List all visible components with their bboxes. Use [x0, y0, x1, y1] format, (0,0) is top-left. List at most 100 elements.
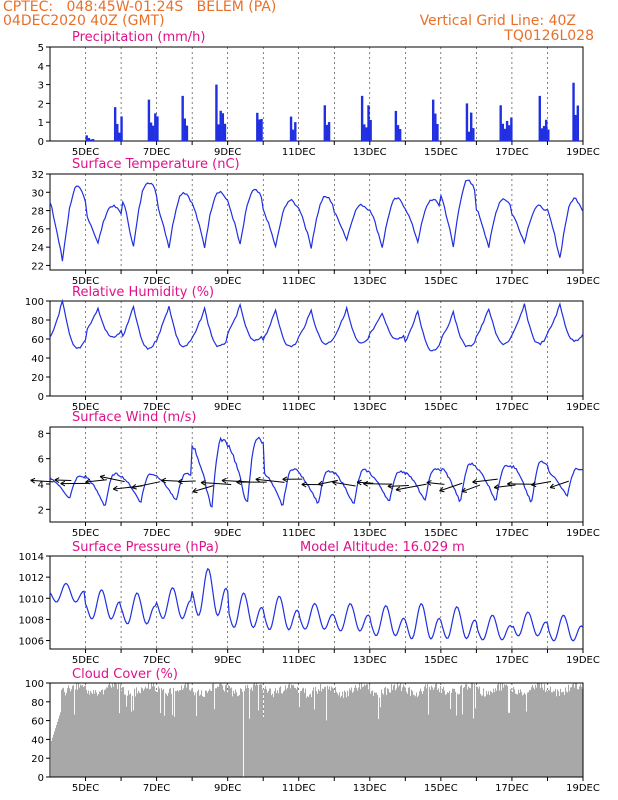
- cloud-bar: [329, 686, 331, 777]
- cloud-bar: [306, 697, 308, 777]
- cloud-bar: [117, 689, 119, 777]
- cloud-bar: [317, 693, 319, 777]
- cloud-bar: [496, 690, 498, 777]
- wind-arrow-head: [112, 485, 118, 492]
- panel-title: Surface Pressure (hPa): [72, 540, 219, 555]
- wind-arrow: [192, 485, 214, 493]
- cloud-bar: [500, 683, 502, 777]
- cloud-bar: [205, 690, 207, 777]
- cloud-bar: [403, 684, 405, 777]
- cloud-bar: [119, 713, 121, 777]
- precip-bar: [503, 128, 507, 141]
- cloud-bar: [132, 695, 134, 777]
- precip-bar: [365, 127, 368, 141]
- precip-bar: [181, 95, 184, 141]
- cloud-bar: [62, 688, 64, 777]
- cloud-bar: [179, 690, 181, 777]
- wind-arrow: [461, 484, 481, 493]
- cloud-bar: [131, 711, 133, 777]
- cloud-bar: [466, 683, 468, 777]
- cloud-bar: [300, 691, 302, 777]
- precip-bar: [258, 119, 261, 141]
- cloud-bar: [362, 687, 364, 777]
- cloud-bar: [235, 689, 237, 777]
- cloud-bar: [90, 690, 92, 777]
- cloud-bar: [365, 685, 367, 777]
- cloud-bar: [370, 693, 372, 777]
- cloud-bar: [226, 684, 228, 777]
- cloud-bar: [541, 683, 543, 777]
- cloud-bar: [385, 686, 387, 777]
- cloud-bar: [198, 689, 200, 777]
- wind-arrow-head: [282, 476, 288, 483]
- cloud-bar: [155, 691, 157, 777]
- cloud-bar: [182, 689, 184, 777]
- x-date-label: 11DEC: [282, 147, 316, 158]
- x-date-label: 15DEC: [424, 147, 458, 158]
- cloud-bar: [183, 688, 185, 777]
- cloud-bar: [349, 688, 351, 777]
- cloud-bar: [134, 688, 136, 777]
- cloud-bar: [123, 687, 125, 777]
- cloud-bar: [441, 693, 443, 777]
- precip-bar: [91, 139, 95, 141]
- cloud-bar: [437, 690, 439, 777]
- cloud-bar: [436, 683, 438, 777]
- cloud-bar: [447, 692, 449, 777]
- cloud-bar: [234, 693, 236, 777]
- cloud-bar: [88, 690, 90, 777]
- cloud-bar: [184, 684, 186, 777]
- cloud-bar: [257, 685, 259, 777]
- cloud-bar: [580, 684, 582, 777]
- cloud-bar: [505, 685, 507, 777]
- cloud-bar: [241, 689, 243, 777]
- precip-bar: [436, 124, 439, 141]
- cloud-bar: [373, 695, 375, 777]
- wind-arrow: [85, 479, 107, 483]
- y-tick-label: 24: [31, 243, 44, 254]
- y-tick-label: 2: [38, 505, 44, 516]
- cloud-bar: [518, 689, 520, 777]
- wind-arrow: [494, 484, 516, 489]
- precip-bar: [289, 116, 293, 141]
- panel-1: 22 24 26 28 30 32 5DEC 7DEC 9DEC 11DEC 13DEC 15DEC 1…: [31, 157, 600, 287]
- precip-bar: [472, 128, 475, 141]
- cloud-bar: [456, 715, 458, 777]
- cloud-bar: [174, 716, 176, 777]
- cloud-bar: [454, 688, 456, 777]
- wind-arrow: [531, 481, 552, 486]
- cloud-bar: [531, 687, 533, 777]
- cloud-bar: [390, 692, 392, 777]
- cloud-bar: [245, 685, 247, 777]
- cloud-bar: [433, 689, 435, 777]
- precip-bar: [325, 124, 329, 141]
- y-tick-label: 30: [31, 188, 44, 199]
- cloud-bar: [559, 695, 561, 777]
- x-date-label: 19DEC: [566, 402, 600, 413]
- cloud-bar: [331, 686, 333, 777]
- cloud-bar: [167, 695, 169, 777]
- cloud-bar: [361, 683, 363, 777]
- wind-line: [49, 436, 584, 508]
- cloud-bar: [519, 692, 521, 777]
- cloud-bar: [406, 691, 408, 777]
- cloud-bar: [267, 692, 269, 777]
- cloud-bar: [284, 690, 286, 777]
- cloud-bar: [89, 694, 91, 777]
- cloud-bar: [356, 688, 358, 777]
- precip-bar: [217, 124, 220, 141]
- cloud-bar: [307, 696, 309, 777]
- cloud-bar: [377, 694, 379, 777]
- cloud-bar: [328, 689, 330, 777]
- wind-arrow: [221, 479, 250, 483]
- cloud-bar: [515, 693, 517, 777]
- precip-bar: [87, 137, 91, 141]
- precip-bar: [360, 95, 364, 141]
- cloud-bar: [121, 690, 123, 777]
- panel-frame: [49, 555, 584, 650]
- cloud-bar: [280, 686, 282, 777]
- cloud-bar: [223, 689, 225, 777]
- x-date-label: 5DEC: [72, 276, 99, 287]
- cloud-bar: [542, 687, 544, 777]
- cloud-bar: [324, 687, 326, 777]
